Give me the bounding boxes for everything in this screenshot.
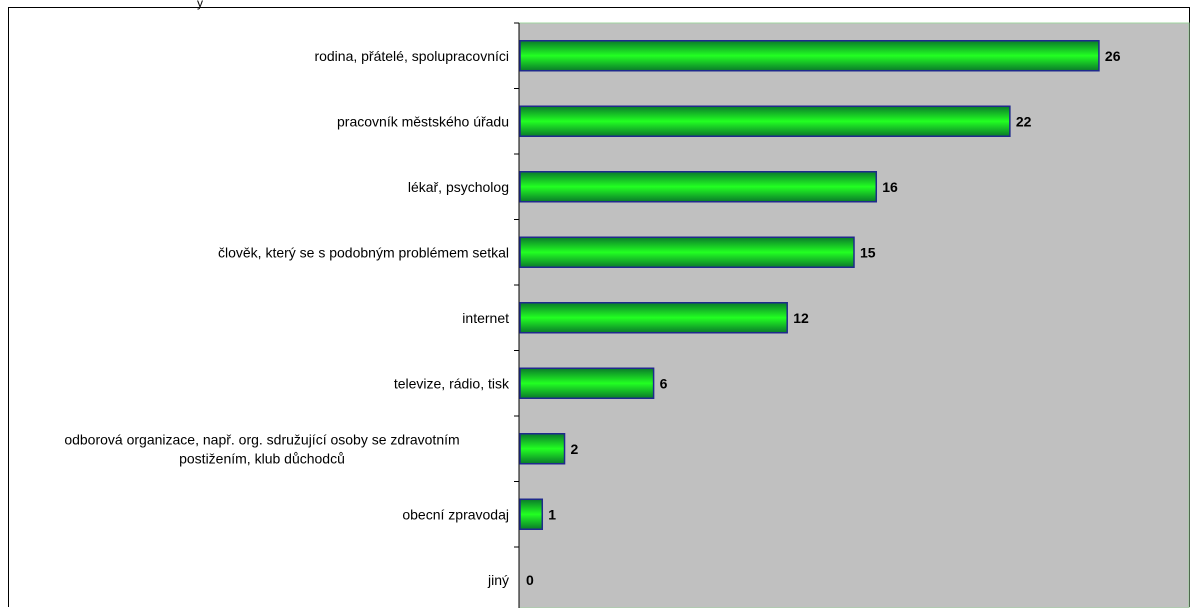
- category-label-line: televize, rádio, tisk: [394, 375, 510, 391]
- bar: [519, 105, 1011, 137]
- bar: [519, 367, 655, 399]
- category-label-line: odborová organizace, např. org. sdružují…: [64, 431, 459, 447]
- category-label-line: člověk, který se s podobným problémem se…: [218, 244, 509, 260]
- value-label: 26: [1105, 48, 1121, 64]
- value-labels: 26 22 16 15 12 6 2 1 0: [526, 48, 1121, 588]
- bar: [519, 40, 1100, 72]
- category-label: lékař, psycholog: [408, 179, 509, 195]
- chart-title-fragment: y: [197, 0, 203, 10]
- y-axis-ticks: [514, 22, 519, 548]
- category-label: internet: [462, 310, 509, 326]
- chart-frame: y rodina, přátelé, spolupracovníci pracov…: [8, 0, 1190, 608]
- category-label-line: jiný: [487, 572, 509, 588]
- value-label: 16: [882, 179, 898, 195]
- category-label: rodina, přátelé, spolupracovníci: [314, 48, 509, 64]
- bar-chart: rodina, přátelé, spolupracovníci pracovní…: [64, 22, 1190, 608]
- bar: [519, 498, 544, 530]
- category-label-line: obecní zpravodaj: [402, 506, 509, 522]
- category-label: pracovník městského úřadu: [337, 113, 509, 129]
- category-label-line: pracovník městského úřadu: [337, 113, 509, 129]
- category-label: televize, rádio, tisk: [394, 375, 510, 391]
- value-label: 1: [548, 506, 556, 522]
- bar: [519, 236, 855, 268]
- value-label: 22: [1016, 113, 1032, 129]
- value-label: 15: [860, 244, 876, 260]
- category-label: člověk, který se s podobným problémem se…: [218, 244, 509, 260]
- category-label: odborová organizace, např. org. sdružují…: [64, 431, 459, 466]
- bar: [519, 433, 566, 465]
- bar: [519, 302, 788, 334]
- category-label-line: lékař, psycholog: [408, 179, 509, 195]
- value-label: 0: [526, 572, 534, 588]
- category-label: obecní zpravodaj: [402, 506, 509, 522]
- category-label-line: rodina, přátelé, spolupracovníci: [314, 48, 509, 64]
- value-label: 12: [793, 310, 809, 326]
- category-label-line: postižením, klub důchodců: [179, 450, 345, 466]
- category-label: jiný: [487, 572, 509, 588]
- bars-group: [519, 40, 1100, 530]
- category-label-line: internet: [462, 310, 509, 326]
- bar: [519, 171, 878, 203]
- value-label: 6: [660, 375, 668, 391]
- category-labels: rodina, přátelé, spolupracovníci pracovní…: [64, 48, 510, 588]
- value-label: 2: [571, 441, 579, 457]
